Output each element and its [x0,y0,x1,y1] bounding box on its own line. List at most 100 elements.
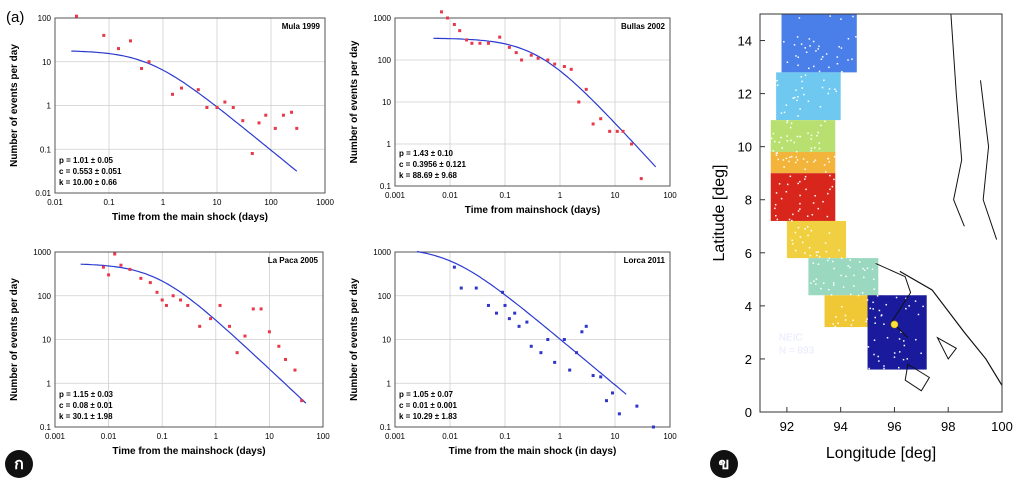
event-speck [847,59,849,61]
event-speck [818,256,821,258]
event-speck [814,159,817,161]
y-tick-label: 1000 [33,248,51,257]
data-point [458,29,462,33]
fit-annotation-line: p = 1.43 ± 0.10 [399,149,454,158]
event-speck [844,314,847,317]
plot-la-paca-2005: 0.001 0.01 0.1 1 10 100 0.1 1 10 100 1000 Time from… [9,248,330,457]
event-speck [821,56,824,58]
event-speck [809,254,812,257]
event-speck [818,70,821,73]
y-tick-label: 0 [745,405,752,420]
data-point [525,320,529,324]
event-speck [852,319,854,322]
data-point [562,65,566,69]
event-speck [818,45,820,48]
x-tick-label: 100 [991,419,1013,434]
plot-title: Mula 1999 [282,22,321,31]
event-speck [786,121,788,124]
x-tick-label: 100 [316,432,330,441]
event-speck [807,100,810,103]
map-frame [759,13,1003,413]
event-speck [789,175,792,178]
y-tick-label: 4 [745,299,752,314]
event-speck [802,158,805,160]
heat-cell [770,151,836,174]
event-speck [780,136,782,139]
plot-frame [394,17,671,187]
event-speck [810,134,813,137]
event-speck [840,47,843,49]
heat-cell [770,173,836,221]
event-speck [815,254,818,257]
event-speck [840,18,842,20]
data-point [529,53,533,57]
y-tick-label: 1 [387,140,392,149]
x-axis-label: Time from the main shock (in days) [449,446,617,457]
fit-annotation-line: c = 0.3956 ± 0.121 [399,160,466,169]
data-point [179,298,183,302]
event-speck [804,74,807,76]
data-point [580,330,584,334]
event-speck [905,307,907,310]
badge-right: ข [710,450,738,478]
data-point [520,58,524,62]
fit-curve [433,37,657,168]
event-speck [823,79,825,81]
event-speck [866,267,869,269]
event-speck [863,276,865,279]
event-speck [874,316,876,319]
event-speck [823,164,826,166]
data-point [119,263,123,267]
data-point [223,100,227,104]
event-speck [780,197,783,200]
event-speck [849,293,852,296]
event-speck [853,274,855,277]
event-speck [775,152,778,155]
data-point [591,122,595,126]
fit-annotation-line: p = 1.15 ± 0.03 [59,390,114,399]
event-speck [804,168,806,170]
event-speck [828,161,830,163]
data-point [179,86,183,90]
map-annotation-line: N = 893 [779,345,815,356]
event-speck [844,319,847,321]
event-speck [832,282,835,284]
event-speck [797,64,799,67]
event-speck [772,150,775,152]
x-tick-label: 100 [663,191,677,200]
y-tick-label: 100 [38,14,52,23]
data-point [514,51,518,55]
x-tick-label: 98 [941,419,955,434]
event-speck [782,159,785,161]
x-tick-label: 0.01 [442,191,458,200]
event-speck [796,36,799,38]
event-speck [794,231,797,234]
event-speck [775,192,778,194]
event-speck [832,284,835,286]
fit-annotation-line: p = 1.01 ± 0.05 [59,156,114,165]
y-tick-label: 10 [382,336,391,345]
event-speck [863,326,865,329]
event-speck [836,56,839,58]
y-tick-label: 100 [378,292,392,301]
event-speck [847,264,849,267]
plot-bullas-2002: 0.001 0.01 0.1 1 10 100 0.1 1 10 100 1000 Time from… [349,10,677,216]
event-speck [807,132,809,135]
event-speck [797,210,800,212]
y-tick-label: 10 [42,58,51,67]
data-point [107,273,111,277]
data-point [439,10,443,14]
event-speck [908,305,910,307]
event-speck [869,307,872,310]
heat-cell [808,258,879,296]
event-speck [776,152,779,154]
event-speck [834,325,837,328]
event-speck [804,228,806,230]
event-speck [795,150,798,153]
event-speck [795,156,798,158]
event-speck [819,106,822,108]
x-tick-label: 1000 [316,198,334,207]
event-speck [826,215,829,218]
event-speck [834,88,836,91]
